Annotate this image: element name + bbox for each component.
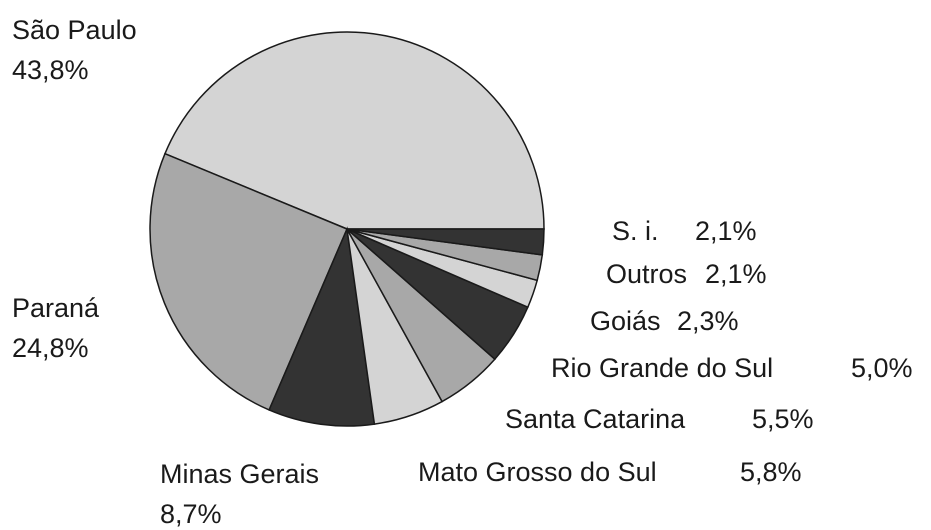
pie-slice	[346, 228, 545, 256]
slice-value-label: 43,8%	[12, 55, 89, 85]
slice-label: Paraná	[12, 293, 100, 323]
slice-value-label: 5,0%	[851, 353, 913, 383]
slice-label: S. i.	[612, 216, 659, 246]
slice-value-label: 2,1%	[695, 216, 757, 246]
slice-label: Outros	[606, 259, 687, 289]
slice-label: Minas Gerais	[160, 459, 319, 489]
pie-slice	[163, 31, 545, 230]
pie-slice	[149, 152, 348, 411]
pie-slice	[268, 226, 376, 427]
slice-label: Mato Grosso do Sul	[418, 457, 657, 487]
slice-value-label: 2,3%	[677, 306, 739, 336]
slice-value-label: 5,8%	[740, 457, 802, 487]
slice-label: Santa Catarina	[505, 404, 686, 434]
slice-label: Goiás	[590, 306, 661, 336]
slice-label: São Paulo	[12, 15, 137, 45]
slice-value-label: 24,8%	[12, 333, 89, 363]
slice-label: Rio Grande do Sul	[551, 353, 773, 383]
slice-value-label: 5,5%	[752, 404, 814, 434]
slice-value-label: 2,1%	[705, 259, 767, 289]
slice-value-label: 8,7%	[160, 499, 222, 529]
